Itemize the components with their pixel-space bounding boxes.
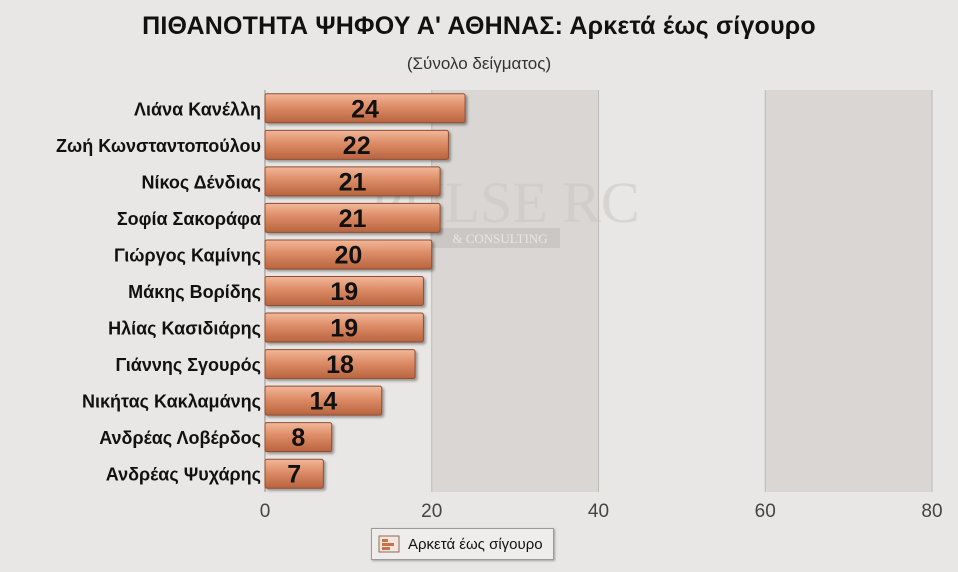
data-label-6: 19 <box>330 315 358 343</box>
data-label-5: 19 <box>330 278 358 306</box>
category-label-7: Γιάννης Σγουρός <box>116 355 261 375</box>
bar-9 <box>264 422 333 453</box>
grid-band-0 <box>431 90 599 492</box>
category-label-4: Γιώργος Καμίνης <box>114 245 261 265</box>
legend: Αρκετά έως σίγουρο <box>371 528 554 560</box>
legend-label: Αρκετά έως σίγουρο <box>408 535 543 553</box>
category-label-6: Ηλίας Κασιδιάρης <box>108 319 261 339</box>
x-tick-0: 0 <box>260 501 271 522</box>
data-label-8: 14 <box>309 388 337 416</box>
data-label-3: 21 <box>339 205 367 233</box>
x-tick-1: 20 <box>421 501 442 522</box>
bar-6 <box>264 312 424 343</box>
data-label-10: 7 <box>287 461 301 489</box>
bar-1 <box>264 129 449 160</box>
data-label-0: 24 <box>351 95 379 123</box>
category-label-2: Νίκος Δένδιας <box>141 172 261 192</box>
bar-4 <box>264 239 433 270</box>
x-tick-3: 60 <box>755 501 776 522</box>
bar-8 <box>264 385 383 416</box>
data-label-2: 21 <box>339 168 367 196</box>
data-label-1: 22 <box>343 132 371 160</box>
bar-3 <box>264 202 441 233</box>
data-label-7: 18 <box>326 351 354 379</box>
data-label-9: 8 <box>291 424 305 452</box>
watermark-band <box>430 228 560 248</box>
watermark-sub: & CONSULTING <box>452 231 547 246</box>
category-label-5: Μάκης Βορίδης <box>128 282 261 302</box>
bar-5 <box>264 276 424 306</box>
chart-title: ΠΙΘΑΝΟΤΗΤΑ ΨΗΦΟΥ Α' ΑΘΗΝΑΣ: Αρκετά έως σ… <box>142 12 816 40</box>
category-label-3: Σοφία Σακοράφα <box>117 209 261 229</box>
bar-0 <box>264 93 466 124</box>
category-label-0: Λιάνα Κανέλλη <box>134 99 261 119</box>
bar-10 <box>264 458 324 489</box>
chart-subtitle: (Σύνολο δείγματος) <box>406 54 552 73</box>
category-label-8: Νικήτας Κακλαμάνης <box>82 392 261 412</box>
category-label-1: Ζωή Κωνσταντοπούλου <box>56 136 261 156</box>
category-label-10: Ανδρέας Ψυχάρης <box>106 465 261 485</box>
category-label-9: Ανδρέας Λοβέρδος <box>99 428 261 448</box>
grid-band-1 <box>765 90 932 492</box>
legend-swatch-icon <box>378 535 400 553</box>
data-label-4: 20 <box>334 241 362 269</box>
bar-2 <box>264 166 441 197</box>
x-tick-4: 80 <box>921 501 942 522</box>
x-tick-2: 40 <box>588 501 609 522</box>
bar-7 <box>264 349 416 380</box>
